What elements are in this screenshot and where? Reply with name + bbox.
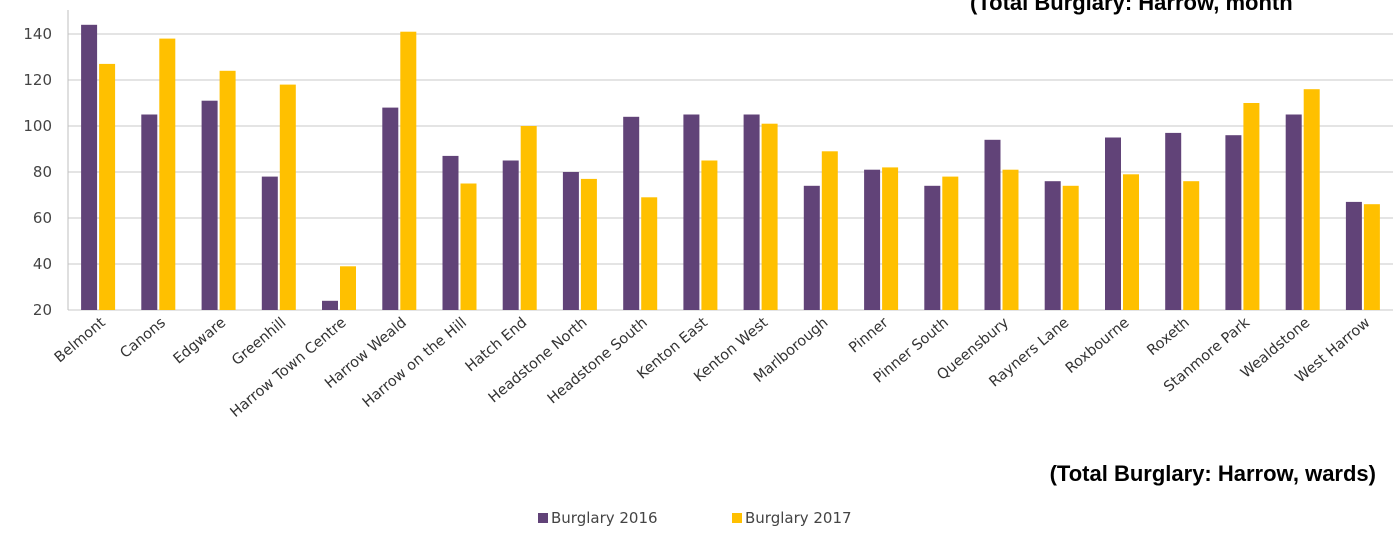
bar-2017-hatch-end	[520, 126, 537, 310]
bar-2016-harrow-on-the-hill	[442, 155, 459, 310]
bar-2016-rayners-lane	[1044, 181, 1061, 310]
bar-2017-belmont	[99, 63, 116, 311]
bar-2017-wealdstone	[1303, 89, 1320, 310]
bar-2016-roxeth	[1165, 132, 1182, 310]
y-tick-label-60: 60	[33, 209, 52, 227]
legend-label-2017: Burglary 2017	[745, 509, 852, 527]
bar-2016-kenton-west	[743, 114, 760, 310]
bar-2016-stanmore-park	[1225, 135, 1242, 310]
bar-2016-queensbury	[984, 139, 1001, 310]
clipped-top-heading: (Total Burglary: Harrow, month	[970, 0, 1293, 15]
bar-2016-canons	[141, 114, 158, 310]
bar-2017-edgware	[219, 70, 236, 310]
bar-2016-marlborough	[803, 185, 820, 310]
bar-2017-greenhill	[279, 84, 296, 310]
bar-2016-edgware	[201, 100, 218, 310]
bar-2016-wealdstone	[1285, 114, 1302, 310]
bars	[81, 24, 1380, 311]
bar-2017-pinner-south	[942, 176, 959, 310]
legend-swatch-2017	[732, 513, 742, 523]
y-tick-label-140: 140	[23, 25, 52, 43]
bar-2017-marlborough	[821, 151, 838, 310]
bar-2017-kenton-west	[761, 123, 778, 310]
x-category-label: Roxeth	[1144, 315, 1192, 359]
y-tick-label-20: 20	[33, 301, 52, 319]
bar-2016-pinner	[864, 169, 881, 310]
bar-2017-rayners-lane	[1062, 185, 1079, 310]
bar-2017-headstone-north	[580, 178, 597, 310]
bar-2017-roxbourne	[1123, 174, 1139, 310]
x-category-label: Headstone South	[545, 315, 651, 408]
bar-2017-canons	[159, 38, 176, 310]
x-category-label: Harrow Town Centre	[228, 315, 350, 421]
bar-2016-headstone-north	[562, 172, 579, 310]
legend-swatch-2016	[538, 513, 548, 523]
bar-2017-kenton-east	[701, 160, 718, 310]
y-axis-ticks: 20 40 60 80 100 120 140	[23, 25, 52, 319]
x-category-label: Canons	[117, 315, 169, 362]
bar-2017-west-harrow	[1363, 204, 1380, 310]
bar-2016-headstone-south	[623, 116, 640, 310]
legend-label-2016: Burglary 2016	[551, 509, 658, 527]
bar-2017-roxeth	[1183, 181, 1200, 310]
y-tick-label-100: 100	[23, 117, 52, 135]
bar-2017-harrow-on-the-hill	[460, 183, 477, 310]
legend: Burglary 2016 Burglary 2017	[538, 509, 852, 527]
bar-2017-headstone-south	[641, 197, 658, 310]
x-category-label: Headstone North	[486, 315, 591, 407]
bar-2016-west-harrow	[1345, 201, 1362, 310]
x-category-label: Roxbourne	[1063, 315, 1133, 377]
bar-2017-stanmore-park	[1243, 103, 1260, 310]
bar-2016-belmont	[81, 24, 98, 311]
bar-2016-kenton-east	[683, 114, 700, 310]
y-tick-label-120: 120	[23, 71, 52, 89]
x-category-label: Pinner	[846, 315, 891, 357]
bar-2017-harrow-weald	[400, 31, 417, 310]
bar-2017-pinner	[882, 167, 899, 310]
x-category-label: Belmont	[52, 315, 109, 367]
bar-2016-hatch-end	[502, 160, 519, 310]
x-category-label: Edgware	[171, 315, 230, 368]
bar-2017-queensbury	[1002, 169, 1019, 310]
bar-2017-harrow-town-centre	[340, 266, 356, 310]
bar-2016-harrow-town-centre	[322, 300, 338, 310]
bar-2016-greenhill	[261, 176, 278, 310]
bar-2016-pinner-south	[924, 185, 941, 310]
y-tick-label-80: 80	[33, 163, 52, 181]
chart-title: (Total Burglary: Harrow, wards)	[1050, 461, 1376, 486]
bar-2016-roxbourne	[1105, 137, 1121, 310]
bar-2016-harrow-weald	[382, 107, 399, 310]
x-category-label: Greenhill	[229, 315, 289, 369]
x-category-label: Harrow on the Hill	[360, 315, 470, 411]
y-tick-label-40: 40	[33, 255, 52, 273]
